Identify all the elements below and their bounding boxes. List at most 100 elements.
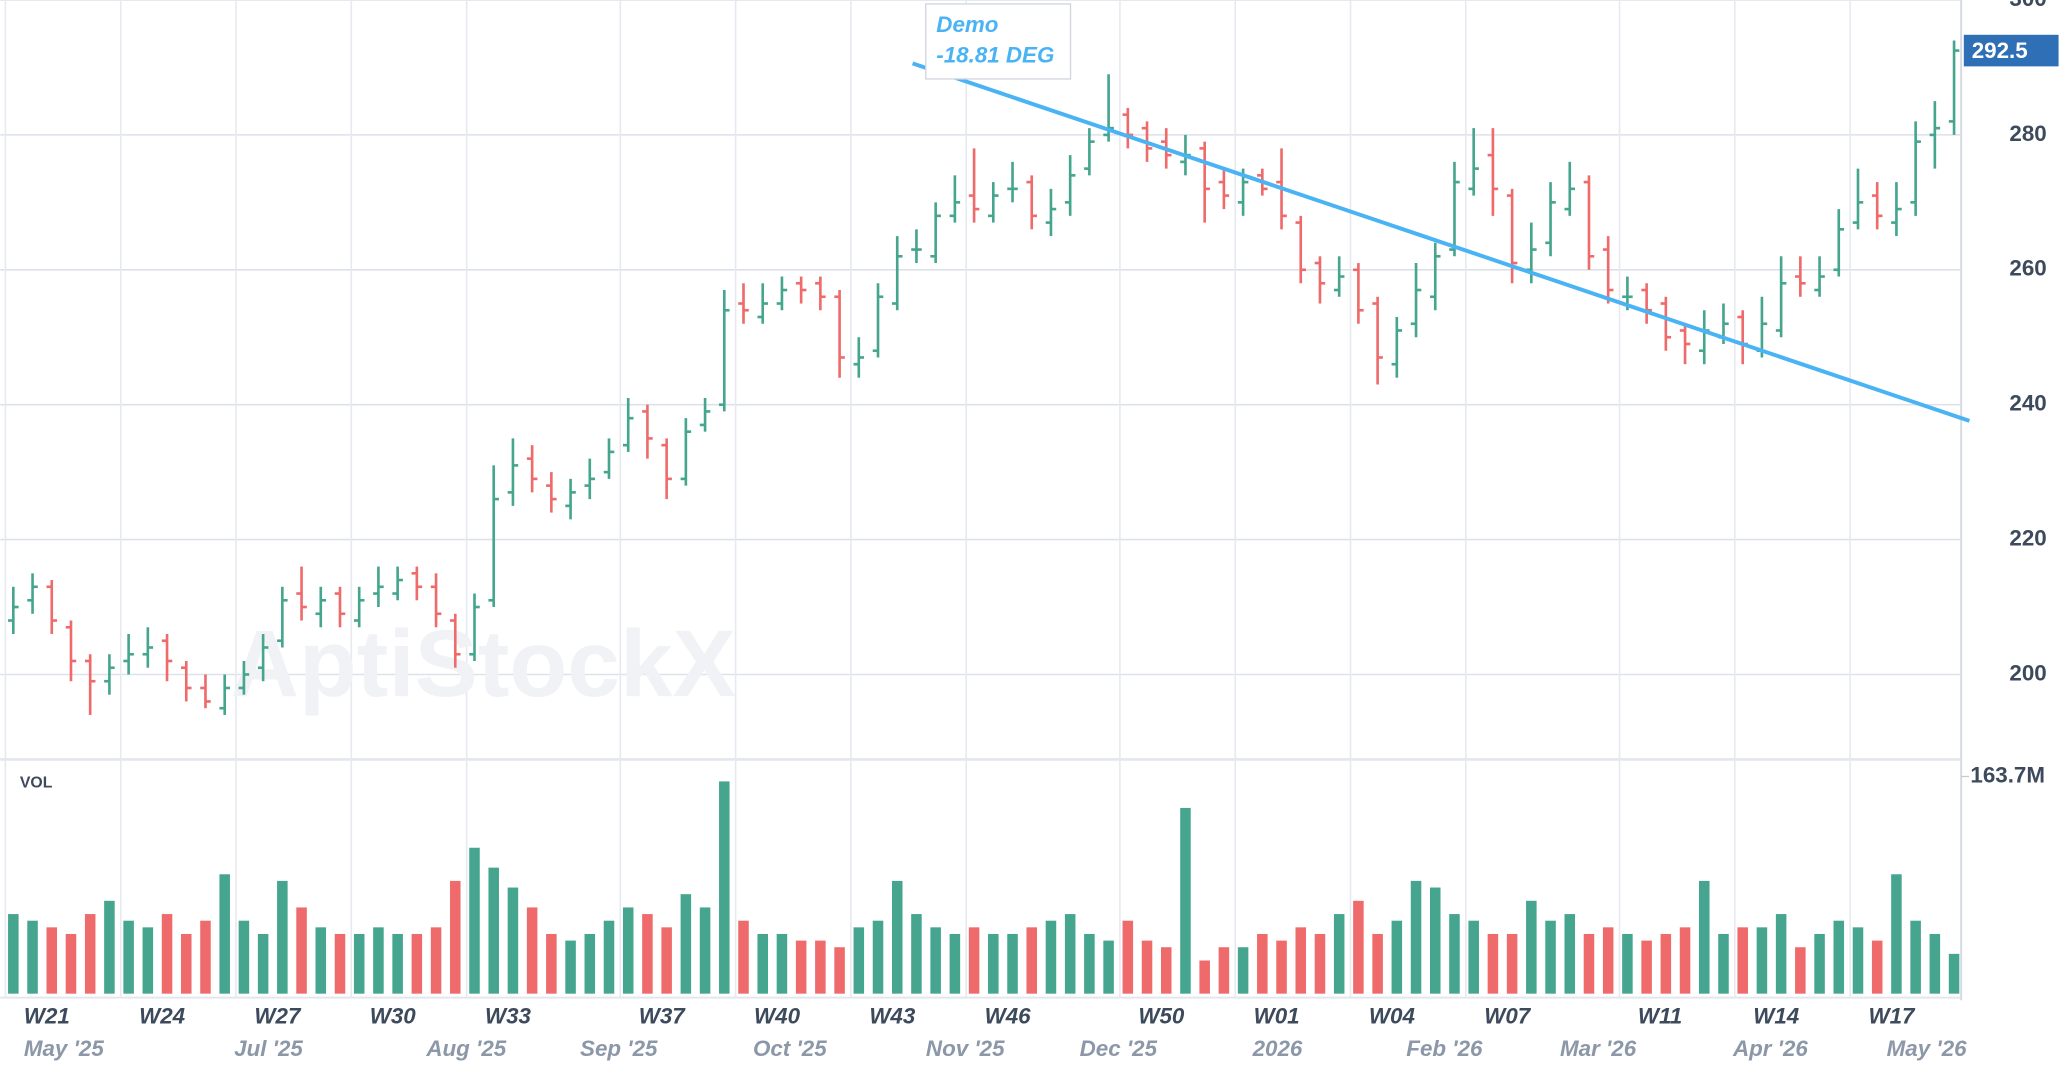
- x-tick-label: W27: [254, 1003, 302, 1028]
- volume-bar: [834, 947, 845, 994]
- x-tick-label: W17: [1869, 1003, 1917, 1028]
- volume-bar: [257, 933, 269, 994]
- y-tick-label: 220: [2009, 525, 2046, 550]
- volume-bar: [930, 927, 941, 994]
- volume-bar: [1506, 933, 1518, 994]
- volume-bar: [450, 880, 461, 994]
- volume-bar: [1526, 900, 1537, 994]
- volume-bar: [1045, 920, 1057, 994]
- y-tick-label: 300: [2009, 0, 2046, 11]
- last-price-box: [1963, 34, 2059, 67]
- volume-bar: [315, 927, 327, 994]
- volume-bar: [757, 933, 768, 994]
- volume-bar: [1429, 887, 1441, 994]
- volume-bar: [334, 933, 346, 994]
- volume-bar: [1833, 920, 1845, 994]
- volume-bar: [123, 920, 134, 994]
- month-label: 2026: [1252, 1036, 1303, 1061]
- y-tick-label: 240: [2009, 391, 2046, 416]
- volume-bar: [296, 907, 307, 994]
- volume-bar: [1218, 947, 1230, 994]
- month-label: Apr '26: [1732, 1036, 1808, 1061]
- x-tick-label: W07: [1484, 1003, 1532, 1028]
- volume-bar: [488, 867, 499, 994]
- month-label: Sep '25: [580, 1036, 658, 1061]
- x-tick-label: W43: [869, 1003, 916, 1028]
- volume-bar: [1391, 920, 1403, 994]
- volume-bar: [795, 940, 807, 994]
- volume-bar: [642, 914, 653, 994]
- volume-bar: [1084, 933, 1095, 994]
- month-label: Feb '26: [1406, 1036, 1483, 1061]
- x-tick-label: W30: [370, 1003, 417, 1028]
- volume-bar: [526, 907, 538, 994]
- month-label: May '26: [1887, 1036, 1967, 1061]
- x-tick-label: W24: [139, 1003, 186, 1028]
- volume-bar: [161, 914, 173, 994]
- y-tick-label: 260: [2009, 256, 2046, 281]
- volume-bar: [1699, 880, 1710, 994]
- volume-bar: [719, 781, 730, 994]
- volume-bar: [200, 920, 211, 994]
- x-tick-label: W40: [754, 1003, 801, 1028]
- volume-bar: [1929, 933, 1941, 994]
- volume-bar: [411, 933, 423, 994]
- volume-bar: [1257, 933, 1268, 994]
- volume-bar: [776, 933, 788, 994]
- volume-bar: [8, 914, 19, 994]
- volume-bar: [1064, 914, 1076, 994]
- volume-bar: [1468, 920, 1479, 994]
- x-tick-label: W04: [1369, 1003, 1416, 1028]
- volume-tick-label: 163.7M: [1970, 762, 2045, 787]
- month-label: Oct '25: [753, 1036, 827, 1061]
- x-tick-label: W46: [985, 1003, 1032, 1028]
- volume-bar: [1622, 933, 1633, 994]
- volume-bar: [1583, 933, 1595, 994]
- x-tick-label: W33: [485, 1003, 532, 1028]
- volume-bar: [142, 927, 154, 994]
- volume-bar: [1007, 933, 1018, 994]
- volume-bar: [1026, 927, 1038, 994]
- volume-bar: [1871, 940, 1883, 994]
- volume-bar: [1410, 880, 1422, 994]
- volume-bar: [1795, 947, 1806, 994]
- x-tick-label: W37: [639, 1003, 687, 1028]
- watermark: AptiStockX: [230, 611, 735, 717]
- volume-bar: [738, 920, 749, 994]
- month-label: Mar '26: [1560, 1036, 1637, 1061]
- volume-bar: [392, 933, 403, 994]
- volume-bar: [1237, 947, 1249, 994]
- volume-bar: [1122, 920, 1134, 994]
- trendline-label-box: [925, 3, 1072, 80]
- month-label: Nov '25: [926, 1036, 1005, 1061]
- volume-bar: [1641, 940, 1652, 994]
- trendline-label: Demo: [936, 12, 998, 37]
- month-label: Aug '25: [425, 1036, 506, 1061]
- volume-bar: [622, 907, 634, 994]
- volume-bar: [104, 900, 115, 994]
- volume-bar: [1276, 940, 1287, 994]
- volume-bar: [1314, 933, 1326, 994]
- volume-bar: [949, 933, 961, 994]
- volume-bar: [1679, 927, 1691, 994]
- volume-bar: [1180, 807, 1191, 994]
- volume-bar: [546, 933, 557, 994]
- volume-bar: [181, 933, 192, 994]
- volume-bar: [1545, 920, 1556, 994]
- volume-bar: [815, 940, 826, 994]
- volume-bar: [565, 940, 576, 994]
- volume-bar: [1141, 940, 1153, 994]
- volume-bar: [1891, 874, 1902, 994]
- volume-bar: [1449, 914, 1460, 994]
- x-tick-label: W01: [1254, 1003, 1300, 1028]
- volume-bar: [1199, 960, 1210, 994]
- x-tick-label: W14: [1753, 1003, 1800, 1028]
- volume-bar: [1564, 914, 1576, 994]
- x-tick-label: W21: [24, 1003, 70, 1028]
- volume-bar: [1910, 920, 1921, 994]
- volume-bar: [603, 920, 615, 994]
- volume-bar: [1487, 933, 1499, 994]
